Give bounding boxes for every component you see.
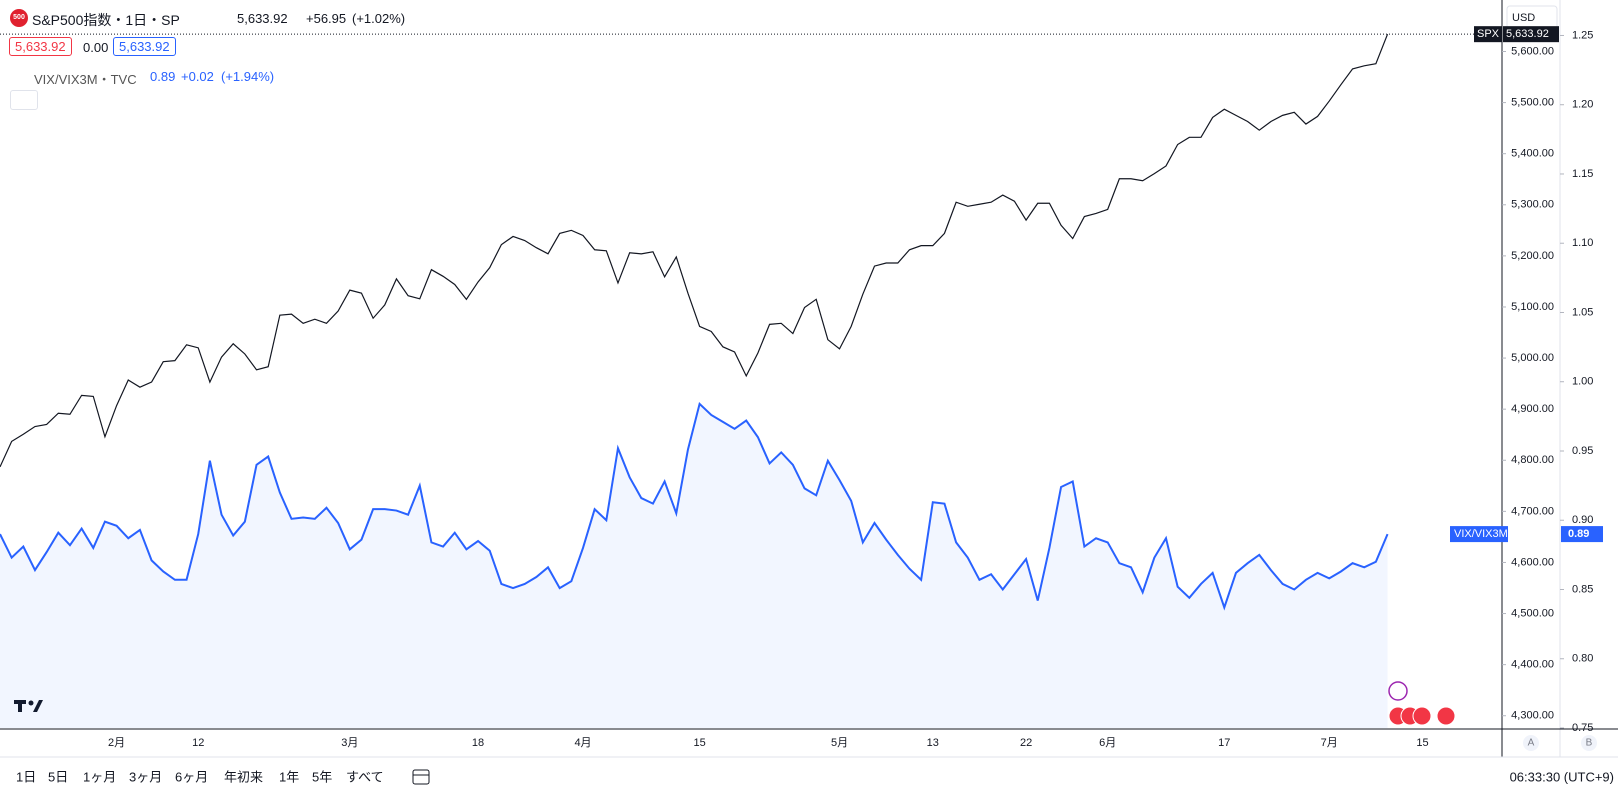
currency: USD xyxy=(1512,12,1535,24)
bid[interactable]: 5,633.92 xyxy=(9,37,72,56)
axis-button-label: A xyxy=(1528,738,1535,749)
y-tick-label: 4,500.00 xyxy=(1511,607,1554,619)
y-tick-label: 4,600.00 xyxy=(1511,556,1554,568)
series-tag-label: SPX xyxy=(1477,28,1500,40)
axis-button[interactable] xyxy=(1581,735,1597,751)
range-button[interactable]: 3ヶ月 xyxy=(129,769,162,784)
tv-logo xyxy=(14,700,43,712)
series-tag xyxy=(1450,526,1508,543)
y2-tick-label: 1.05 xyxy=(1572,306,1593,318)
close: 5,633.92 xyxy=(237,11,288,26)
x-tick-label: 22 xyxy=(1020,737,1032,749)
x-tick-label: 12 xyxy=(192,737,204,749)
y-tick-label: 4,900.00 xyxy=(1511,403,1554,415)
y-tick-label: 5,600.00 xyxy=(1511,45,1554,57)
x-tick-label: 17 xyxy=(1218,737,1230,749)
x-tick-label: 5月 xyxy=(831,737,848,749)
range-button[interactable]: 1ヶ月 xyxy=(83,769,116,784)
compare-last: 0.89 xyxy=(150,69,176,84)
price-badge-label: 5,633.92 xyxy=(1506,28,1549,40)
axis-button[interactable] xyxy=(1523,735,1539,751)
x-tick-label: 15 xyxy=(1416,737,1428,749)
x-tick-label: 3月 xyxy=(341,737,358,749)
x-tick-label: 15 xyxy=(693,737,705,749)
symbol[interactable]: S&P500指数・1日・SP xyxy=(32,12,180,28)
y-tick-label: 5,200.00 xyxy=(1511,250,1554,262)
event-icons xyxy=(1388,681,1456,726)
collapse-button[interactable] xyxy=(10,90,38,110)
change: +56.95 xyxy=(306,11,347,26)
compare-change: +0.02 xyxy=(181,69,214,84)
x-tick-label: 2月 xyxy=(108,737,125,749)
line xyxy=(0,401,1389,611)
y-tick-label: 5,400.00 xyxy=(1511,148,1554,160)
line xyxy=(0,33,1389,468)
compare-name[interactable]: VIX/VIX3M・TVC xyxy=(34,72,137,87)
x-tick-label: 7月 xyxy=(1321,737,1338,749)
y-tick-label: 4,800.00 xyxy=(1511,454,1554,466)
range-button[interactable]: 5日 xyxy=(48,769,68,784)
x-tick-label: 18 xyxy=(472,737,484,749)
axis-button-label: B xyxy=(1586,738,1593,749)
series-tag xyxy=(1474,26,1502,43)
x-tick-label: 4月 xyxy=(574,737,591,749)
ask[interactable]: 5,633.92 xyxy=(113,37,176,56)
y2-tick-label: 0.85 xyxy=(1572,583,1593,595)
y2-tick-label: 0.90 xyxy=(1572,514,1593,526)
change-pct: (+1.02%) xyxy=(352,11,406,26)
price-badge-label: 0.89 xyxy=(1568,528,1589,540)
y2-tick-label: 1.20 xyxy=(1572,99,1593,111)
price-badge xyxy=(1503,26,1559,43)
y-tick-label: 5,100.00 xyxy=(1511,301,1554,313)
spread: 0.00 xyxy=(83,40,109,55)
series-tag-label: VIX/VIX3M xyxy=(1454,528,1508,540)
y2-tick-label: 0.80 xyxy=(1572,653,1593,665)
y-tick-label: 5,300.00 xyxy=(1511,199,1554,211)
compare-change-pct: (+1.94%) xyxy=(221,69,275,84)
y-tick-label: 5,000.00 xyxy=(1511,352,1554,364)
y-tick-label: 4,400.00 xyxy=(1511,659,1554,671)
range-button[interactable]: 年初来 xyxy=(224,769,263,784)
x-tick-label: 6月 xyxy=(1099,737,1116,749)
y2-tick-label: 0.75 xyxy=(1572,722,1593,734)
y-tick-label: 5,500.00 xyxy=(1511,96,1554,108)
y2-tick-label: 1.15 xyxy=(1572,168,1593,180)
range-button[interactable]: 1日 xyxy=(16,769,36,784)
y-tick-label: 4,700.00 xyxy=(1511,505,1554,517)
y2-tick-label: 1.00 xyxy=(1572,376,1593,388)
range-button[interactable]: すべて xyxy=(346,769,384,784)
y2-tick-label: 1.10 xyxy=(1572,237,1593,249)
area xyxy=(0,403,1388,728)
logo: 500 xyxy=(10,9,28,27)
calendar-icon[interactable] xyxy=(412,769,430,785)
price-badge xyxy=(1561,526,1603,543)
range-button[interactable]: 6ヶ月 xyxy=(175,769,208,784)
y-tick-label: 4,300.00 xyxy=(1511,710,1554,722)
y2-tick-label: 0.95 xyxy=(1572,445,1593,457)
y2-tick-label: 1.25 xyxy=(1572,29,1593,41)
range-button[interactable]: 5年 xyxy=(312,769,332,784)
clock: 06:33:30 (UTC+9) xyxy=(1510,769,1614,784)
range-button[interactable]: 1年 xyxy=(279,769,299,784)
x-tick-label: 13 xyxy=(927,737,939,749)
